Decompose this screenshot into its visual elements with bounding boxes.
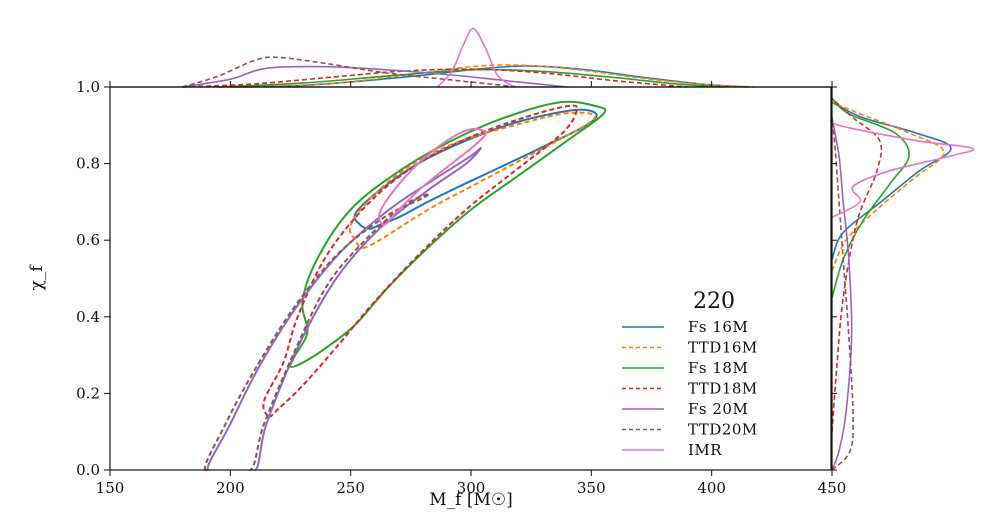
contour-fs-18m-0 bbox=[289, 100, 607, 369]
y-axis-label: χ_f bbox=[27, 264, 47, 291]
y-tick-label-0.4: 0.4 bbox=[76, 308, 100, 326]
contour-ttd20m-0 bbox=[203, 192, 431, 471]
legend-label-ttd16m: TTD16M bbox=[688, 339, 758, 357]
legend-label-ttd20m: TTD20M bbox=[688, 421, 758, 439]
top-marginal-ttd18m bbox=[182, 68, 688, 88]
x-tick-label-350: 350 bbox=[577, 479, 606, 497]
right-marginal-imr bbox=[829, 117, 975, 218]
contour-ttd16m-0 bbox=[348, 111, 597, 249]
x-tick-label-400: 400 bbox=[697, 479, 726, 497]
top-marginal-fs-16m bbox=[230, 65, 748, 88]
top-marginal-imr bbox=[436, 27, 515, 88]
contour-fs-20m-0 bbox=[206, 147, 482, 471]
legend-label-fs-16m: Fs 16M bbox=[688, 318, 748, 336]
main-contour-plot bbox=[203, 100, 607, 471]
y-tick-label-0.6: 0.6 bbox=[76, 231, 100, 249]
x-tick-label-300: 300 bbox=[457, 479, 486, 497]
right-marginal-plot bbox=[829, 97, 975, 471]
legend-label-imr: IMR bbox=[688, 441, 722, 459]
contour-fs-16m-0 bbox=[353, 108, 598, 230]
y-tick-label-1.0: 1.0 bbox=[76, 78, 100, 96]
x-tick-label-200: 200 bbox=[216, 479, 245, 497]
legend-label-fs-18m: Fs 18M bbox=[688, 359, 748, 377]
contour-imr-0 bbox=[378, 127, 487, 226]
right-marginal-fs-20m bbox=[831, 117, 853, 471]
top-marginal-ttd20m bbox=[181, 56, 520, 88]
right-marginal-ttd18m bbox=[831, 97, 883, 432]
right-marginal-ttd20m bbox=[831, 117, 854, 471]
top-marginal-plot bbox=[181, 27, 756, 88]
y-axis-ticks: 0.0 0.2 0.4 0.6 0.8 1.0 bbox=[76, 78, 837, 479]
contour-ttd18m-0 bbox=[262, 104, 579, 418]
y-tick-label-0.2: 0.2 bbox=[76, 384, 100, 402]
top-marginal-ttd16m bbox=[242, 64, 756, 88]
legend: 220 Fs 16M TTD16M Fs 18M TTD18M Fs 20M TTD20M… bbox=[622, 289, 758, 459]
x-axis-label: M_f [M☉] bbox=[429, 490, 513, 510]
y-tick-label-0.8: 0.8 bbox=[76, 155, 100, 173]
right-marginal-fs-18m bbox=[831, 97, 910, 298]
x-axis-ticks: 150 200 250 300 350 400 450 bbox=[96, 81, 847, 497]
x-tick-label-250: 250 bbox=[336, 479, 365, 497]
x-tick-label-450: 450 bbox=[818, 479, 847, 497]
y-tick-label-0.0: 0.0 bbox=[76, 461, 100, 479]
legend-label-fs-20m: Fs 20M bbox=[688, 400, 748, 418]
x-tick-label-150: 150 bbox=[96, 479, 125, 497]
legend-label-ttd18m: TTD18M bbox=[688, 380, 758, 398]
legend-title: 220 bbox=[693, 289, 735, 314]
legend-items: Fs 16M TTD16M Fs 18M TTD18M Fs 20M TTD20M IMR bbox=[622, 318, 758, 459]
